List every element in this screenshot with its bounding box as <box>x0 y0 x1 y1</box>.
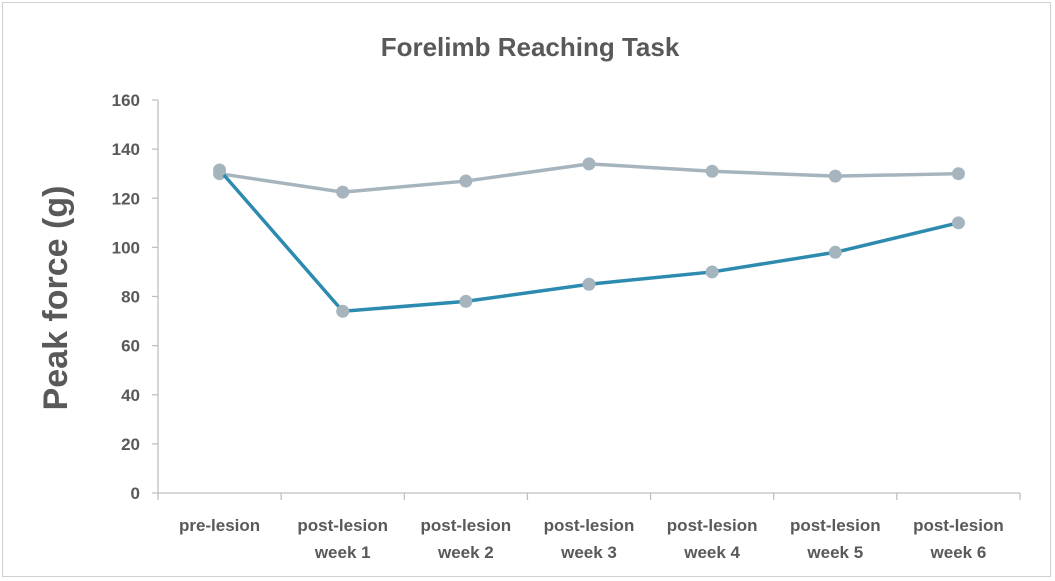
x-tick-label: post-lesion <box>297 516 388 535</box>
y-tick-label: 60 <box>121 337 140 356</box>
x-tick-label: post-lesion <box>667 516 758 535</box>
y-tick-label: 0 <box>131 484 140 503</box>
axes <box>152 99 1021 500</box>
x-tick-label: post-lesion <box>913 516 1004 535</box>
data-point <box>459 294 473 308</box>
y-tick-label: 120 <box>112 189 140 208</box>
data-point <box>705 265 719 279</box>
x-tick-label: week 2 <box>437 543 494 562</box>
chart-title: Forelimb Reaching Task <box>381 32 680 62</box>
x-tick-label: post-lesion <box>790 516 881 535</box>
y-tick-label: 20 <box>121 435 140 454</box>
y-tick-label: 160 <box>112 91 140 110</box>
x-tick-label: week 4 <box>683 543 740 562</box>
x-tick-label: week 5 <box>806 543 863 562</box>
data-point <box>951 167 965 181</box>
x-tick-label: post-lesion <box>421 516 512 535</box>
data-point <box>582 277 596 291</box>
y-tick-label: 40 <box>121 386 140 405</box>
data-point <box>459 174 473 188</box>
tick-labels: 0 20 40 60 80 100 120 140 160 pre-lesion post-lesi… <box>112 91 1004 562</box>
x-tick-label: week 3 <box>560 543 617 562</box>
series-2 <box>213 163 965 318</box>
data-point <box>582 157 596 171</box>
y-tick-label: 80 <box>121 288 140 307</box>
data-point <box>828 169 842 183</box>
data-point <box>705 164 719 178</box>
x-tick-label: pre-lesion <box>179 516 260 535</box>
data-point <box>336 304 350 318</box>
y-tick-label: 140 <box>112 140 140 159</box>
data-point <box>828 245 842 259</box>
x-tick-label: week 1 <box>314 543 371 562</box>
y-axis-title: Peak force (g) <box>37 186 75 411</box>
series-layer <box>213 157 965 318</box>
data-point <box>336 185 350 199</box>
series-1 <box>213 157 965 199</box>
x-tick-label: week 6 <box>930 543 987 562</box>
x-tick-label: post-lesion <box>544 516 635 535</box>
y-tick-label: 100 <box>112 238 140 257</box>
data-point <box>951 216 965 230</box>
data-point <box>213 163 227 177</box>
